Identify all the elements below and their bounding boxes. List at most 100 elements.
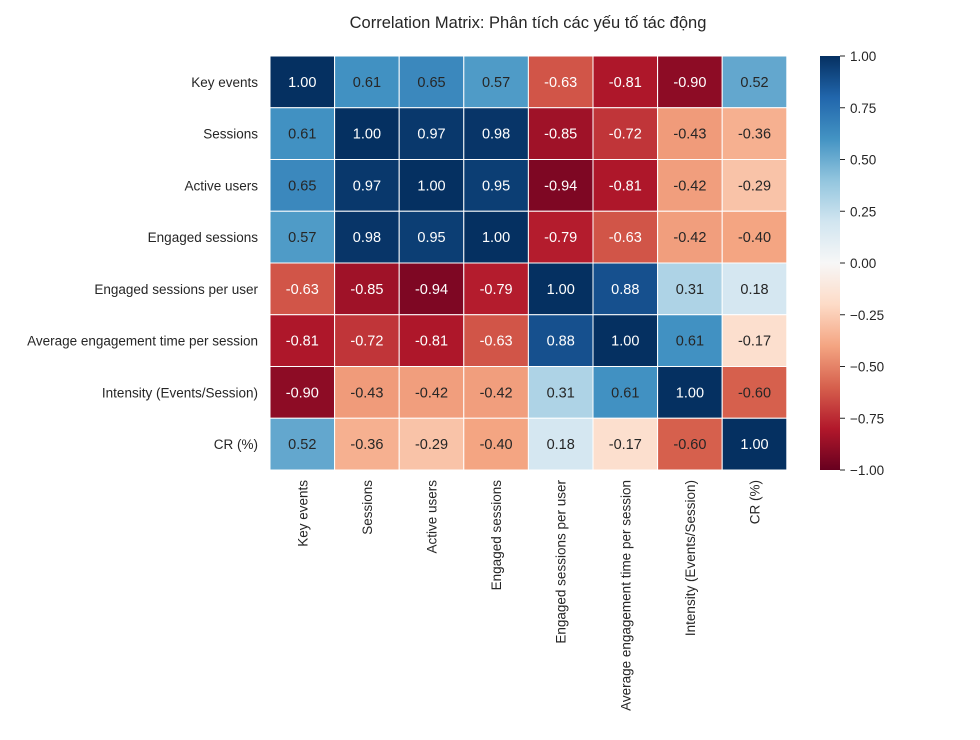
heatmap-cell xyxy=(592,159,659,212)
cell-value-label: -0.29 xyxy=(738,178,771,194)
colorbar-tick-label: −1.00 xyxy=(850,463,884,478)
cell-value-label: 0.52 xyxy=(288,437,316,453)
row-label: Average engagement time per session xyxy=(27,334,258,349)
row-labels: Key events Sessions Active users Engaged se… xyxy=(27,75,258,452)
cell-value-label: -0.81 xyxy=(415,334,448,350)
cell-value-label: -0.17 xyxy=(738,334,771,350)
heatmap-cell xyxy=(721,314,788,367)
cell-value-label: -0.43 xyxy=(673,127,706,143)
cell-value-label: 1.00 xyxy=(547,282,575,298)
cell-value-label: 0.95 xyxy=(417,230,445,246)
colorbar-tick-label: −0.75 xyxy=(850,411,884,426)
heatmap-cell xyxy=(527,314,594,367)
heatmap-cell xyxy=(592,366,659,419)
column-label: Sessions xyxy=(360,480,375,535)
heatmap-cell xyxy=(398,210,465,264)
heatmap-cell xyxy=(334,107,400,160)
row-label: CR (%) xyxy=(214,437,258,452)
heatmap-cell xyxy=(334,366,400,419)
cell-value-label: 0.52 xyxy=(740,75,768,91)
cell-value-label: -0.63 xyxy=(609,230,642,246)
cell-value-label: -0.42 xyxy=(673,230,706,246)
cell-value-label: -0.42 xyxy=(673,178,706,194)
heatmap-cells: 1.00 0.61 0.65 0.57 -0.63 -0.81 -0.90 0.52 0.61 1… xyxy=(269,55,788,471)
heatmap-cell xyxy=(527,417,594,471)
cell-value-label: -0.85 xyxy=(544,127,577,143)
heatmap-cell xyxy=(657,314,723,367)
cell-value-label: -0.79 xyxy=(544,230,577,246)
heatmap-cell xyxy=(721,417,788,471)
colorbar-tick-label: 0.50 xyxy=(850,153,876,168)
heatmap-cell xyxy=(463,417,529,471)
heatmap-cell xyxy=(527,262,594,316)
row-label: Active users xyxy=(184,178,258,193)
cell-value-label: -0.42 xyxy=(480,385,513,401)
heatmap-cell xyxy=(398,314,465,367)
cell-value-label: 0.98 xyxy=(482,127,510,143)
colorbar-tick-label: 0.75 xyxy=(850,101,876,116)
cell-value-label: 0.57 xyxy=(288,230,316,246)
cell-value-label: -0.29 xyxy=(415,437,448,453)
cell-value-label: 1.00 xyxy=(417,178,445,194)
cell-value-label: -0.36 xyxy=(350,437,383,453)
heatmap-cell xyxy=(334,314,400,367)
cell-value-label: -0.63 xyxy=(286,282,319,298)
cell-value-label: 0.18 xyxy=(740,282,768,298)
cell-value-label: -0.36 xyxy=(738,127,771,143)
colorbar-tick-label: −0.50 xyxy=(850,360,884,375)
cell-value-label: 0.88 xyxy=(547,334,575,350)
heatmap-cell xyxy=(334,55,400,109)
cell-value-label: -0.81 xyxy=(609,75,642,91)
cell-value-label: 0.61 xyxy=(288,127,316,143)
column-label: Intensity (Events/Session) xyxy=(683,480,698,636)
cell-value-label: 0.65 xyxy=(417,75,445,91)
column-label: Average engagement time per session xyxy=(618,480,633,711)
column-labels: Key events Sessions Active users Engaged se… xyxy=(295,480,762,711)
cell-value-label: 1.00 xyxy=(482,230,510,246)
column-label: Active users xyxy=(425,480,440,554)
cell-value-label: -0.85 xyxy=(350,282,383,298)
cell-value-label: 0.98 xyxy=(353,230,381,246)
heatmap-cell xyxy=(592,55,659,109)
cell-value-label: 0.95 xyxy=(482,178,510,194)
cell-value-label: -0.90 xyxy=(286,385,319,401)
cell-value-label: -0.72 xyxy=(609,127,642,143)
cell-value-label: -0.17 xyxy=(609,437,642,453)
cell-value-label: 1.00 xyxy=(288,75,316,91)
heatmap-cell xyxy=(463,107,529,160)
heatmap-cell xyxy=(269,159,336,212)
colorbar-tick-label: 0.25 xyxy=(850,204,876,219)
cell-value-label: -0.72 xyxy=(350,334,383,350)
heatmap-cell xyxy=(398,55,465,109)
heatmap-cell xyxy=(657,262,723,316)
colorbar-tick-label: 1.00 xyxy=(850,49,876,64)
heatmap-cell xyxy=(721,55,788,109)
heatmap-cell xyxy=(334,159,400,212)
heatmap-cell xyxy=(269,210,336,264)
cell-value-label: -0.94 xyxy=(544,178,577,194)
column-label: CR (%) xyxy=(748,480,763,524)
heatmap-cell xyxy=(592,107,659,160)
column-label: Key events xyxy=(295,480,310,547)
cell-value-label: 1.00 xyxy=(353,127,381,143)
heatmap-cell xyxy=(463,262,529,316)
cell-value-label: 0.97 xyxy=(353,178,381,194)
heatmap-cell xyxy=(721,262,788,316)
heatmap-cell xyxy=(657,210,723,264)
heatmap-cell xyxy=(398,366,465,419)
row-label: Engaged sessions per user xyxy=(94,282,258,297)
heatmap-cell xyxy=(269,366,336,419)
heatmap-cell xyxy=(721,366,788,419)
heatmap-cell xyxy=(527,210,594,264)
cell-value-label: -0.81 xyxy=(609,178,642,194)
heatmap-cell xyxy=(721,159,788,212)
row-label: Intensity (Events/Session) xyxy=(102,385,258,400)
cell-value-label: -0.63 xyxy=(544,75,577,91)
chart-title: Correlation Matrix: Phân tích các yếu tố… xyxy=(350,14,707,32)
heatmap-cell xyxy=(527,366,594,419)
heatmap-cell xyxy=(721,107,788,160)
heatmap-cell xyxy=(592,417,659,471)
cell-value-label: -0.81 xyxy=(286,334,319,350)
cell-value-label: -0.60 xyxy=(673,437,706,453)
heatmap-cell xyxy=(463,159,529,212)
